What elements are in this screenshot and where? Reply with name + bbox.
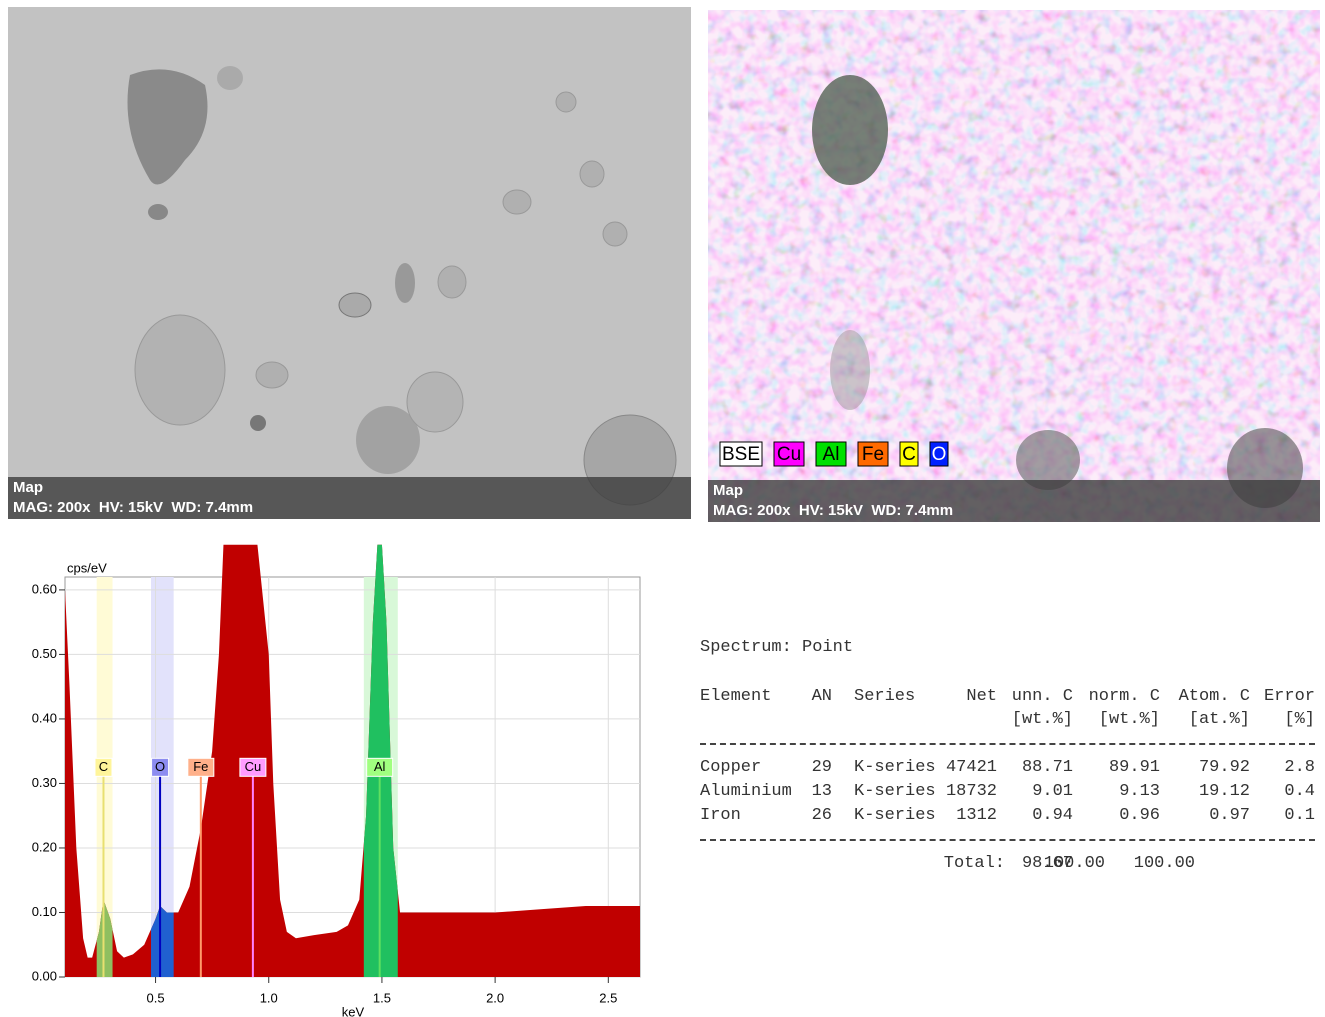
column-header: Atom. C [1179,687,1250,707]
table-cell: 0.97 [1209,806,1250,826]
page: MapMAG: 200x HV: 15kV WD: 7.4mmMapMAG: 2… [0,0,1325,1017]
table-title: Spectrum: Point [700,638,853,658]
table-cell: Copper [700,758,761,778]
table-cell: 18732 [946,782,997,802]
separator [700,839,1315,841]
column-header: norm. C [1089,687,1160,707]
total-label: Total: [944,854,1005,874]
table-cell: 1312 [956,806,997,826]
column-unit: [%] [1284,710,1315,730]
table-cell: 2.8 [1284,758,1315,778]
column-unit: [at.%] [1189,710,1250,730]
table-cell: 29 [812,758,832,778]
table-cell: Iron [700,806,741,826]
table-cell: 0.96 [1119,806,1160,826]
column-header: Error [1264,687,1315,707]
table-cell: K-series [854,806,936,826]
table-cell: 19.12 [1199,782,1250,802]
table-cell: 0.94 [1032,806,1073,826]
table-cell: 0.1 [1284,806,1315,826]
separator [700,743,1315,745]
results-table: Spectrum: Point Element AN Series Net unn. C n… [0,0,1325,1017]
column-unit: [wt.%] [1012,710,1073,730]
column-header: Net [966,687,997,707]
table-cell: K-series [854,758,936,778]
column-header: Element [700,687,771,707]
table-cell: 79.92 [1199,758,1250,778]
column-header: unn. C [1012,687,1073,707]
table-cell: 9.13 [1119,782,1160,802]
table-cell: 88.71 [1022,758,1073,778]
table-cell: 47421 [946,758,997,778]
table-cell: 89.91 [1109,758,1160,778]
table-cell: Aluminium [700,782,792,802]
table-cell: 13 [812,782,832,802]
column-unit: [wt.%] [1099,710,1160,730]
column-header: Series [854,687,915,707]
table-cell: 0.4 [1284,782,1315,802]
total-value: 100.00 [1044,854,1105,874]
table-cell: 26 [812,806,832,826]
table-cell: K-series [854,782,936,802]
column-header: AN [812,687,832,707]
table-cell: 9.01 [1032,782,1073,802]
total-value: 100.00 [1134,854,1195,874]
